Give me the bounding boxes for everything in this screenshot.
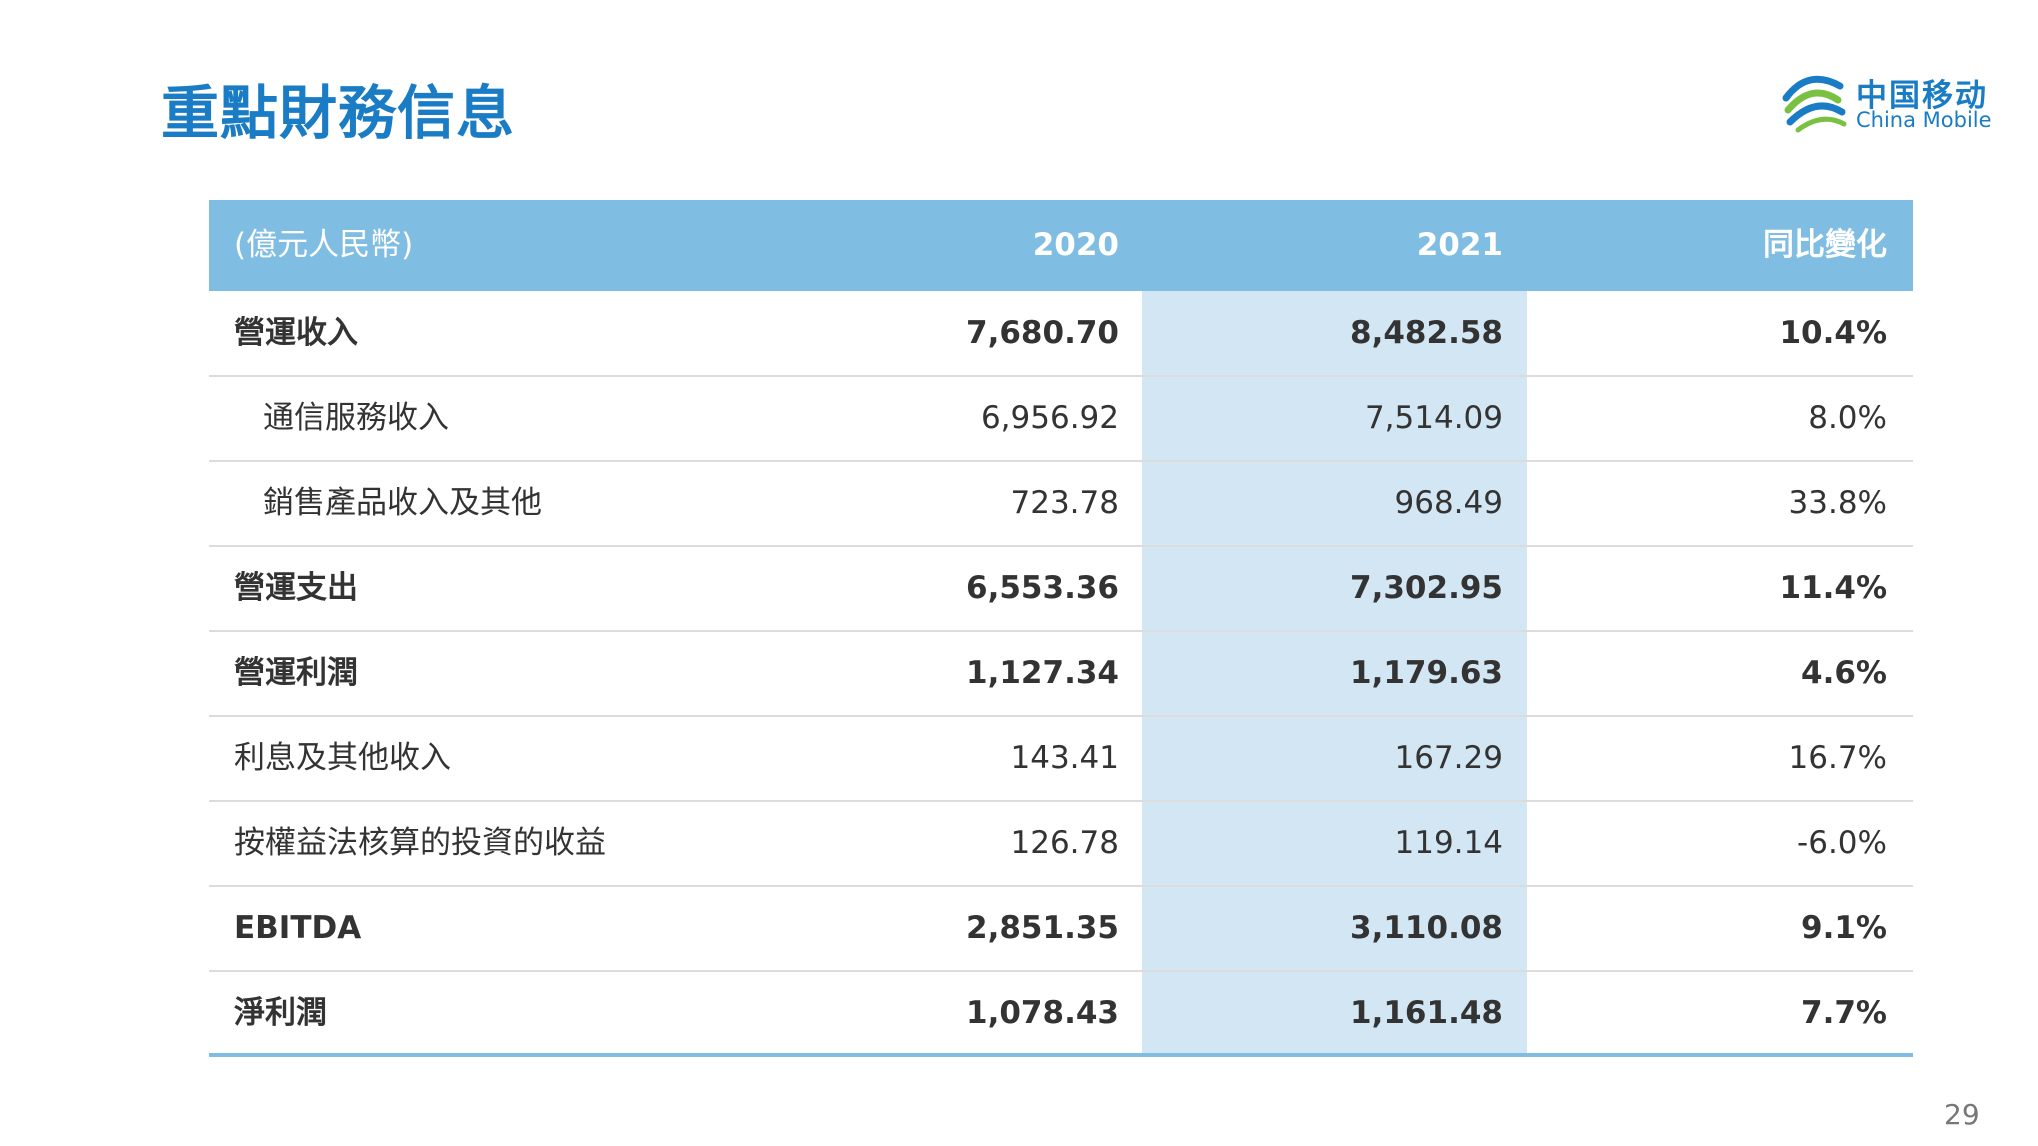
row-label: 通信服務收入 (263, 400, 449, 436)
cell-value: 167.29 (1394, 740, 1503, 776)
page-number: 29 (1944, 1098, 1980, 1131)
cell-value: 7,680.70 (966, 315, 1119, 351)
highlight-column (1142, 291, 1527, 1056)
logo-icon (1782, 75, 1847, 133)
cell-value: 1,179.63 (1350, 655, 1503, 691)
logo-text: China Mobile (1856, 108, 1992, 132)
row-separator (209, 970, 1913, 972)
slide-title: 重點財務信息 (161, 79, 516, 147)
cell-value: 7,302.95 (1350, 570, 1503, 606)
row-separator (209, 800, 1913, 802)
cell-value: 126.78 (1010, 825, 1119, 861)
cell-value: 119.14 (1394, 825, 1503, 861)
row-separator (209, 545, 1913, 547)
cell-value: 1,161.48 (1350, 995, 1503, 1031)
row-label: 按權益法核算的投資的收益 (234, 825, 606, 861)
column-header: 2021 (1416, 227, 1503, 263)
cell-value: 33.8% (1788, 485, 1887, 521)
table-header (209, 200, 1913, 291)
cell-value: 143.41 (1010, 740, 1119, 776)
table-bottom-rule (209, 1053, 1913, 1057)
cell-value: 968.49 (1394, 485, 1503, 521)
cell-value: 6,956.92 (980, 400, 1119, 436)
row-label: 利息及其他收入 (234, 740, 451, 776)
cell-value: 1,127.34 (966, 655, 1119, 691)
cell-value: 3,110.08 (1350, 910, 1503, 946)
cell-value: 10.4% (1779, 315, 1887, 351)
cell-value: 4.6% (1801, 655, 1887, 691)
cell-value: 1,078.43 (966, 995, 1119, 1031)
column-header: 2020 (1032, 227, 1119, 263)
cell-value: 8.0% (1808, 400, 1887, 436)
cell-value: -6.0% (1797, 825, 1887, 861)
row-separator (209, 630, 1913, 632)
row-label: EBITDA (234, 910, 362, 946)
row-label: 營運支出 (234, 570, 358, 606)
column-header: 同比變化 (1763, 227, 1887, 263)
cell-value: 11.4% (1779, 570, 1887, 606)
row-label: 淨利潤 (234, 995, 327, 1031)
cell-value: 7.7% (1801, 995, 1887, 1031)
cell-value: 8,482.58 (1350, 315, 1503, 351)
column-header: (億元人民幣) (234, 227, 414, 263)
cell-value: 9.1% (1801, 910, 1887, 946)
row-separator (209, 460, 1913, 462)
row-separator (209, 375, 1913, 377)
row-label: 營運收入 (234, 315, 358, 351)
row-separator (209, 885, 1913, 887)
cell-value: 6,553.36 (966, 570, 1119, 606)
cell-value: 16.7% (1788, 740, 1887, 776)
cell-value: 7,514.09 (1364, 400, 1503, 436)
cell-value: 2,851.35 (966, 910, 1119, 946)
logo-text: 中国移动 (1856, 78, 1988, 114)
row-separator (209, 715, 1913, 717)
row-label: 銷售產品收入及其他 (263, 485, 542, 521)
row-label: 營運利潤 (234, 655, 358, 691)
cell-value: 723.78 (1010, 485, 1119, 521)
